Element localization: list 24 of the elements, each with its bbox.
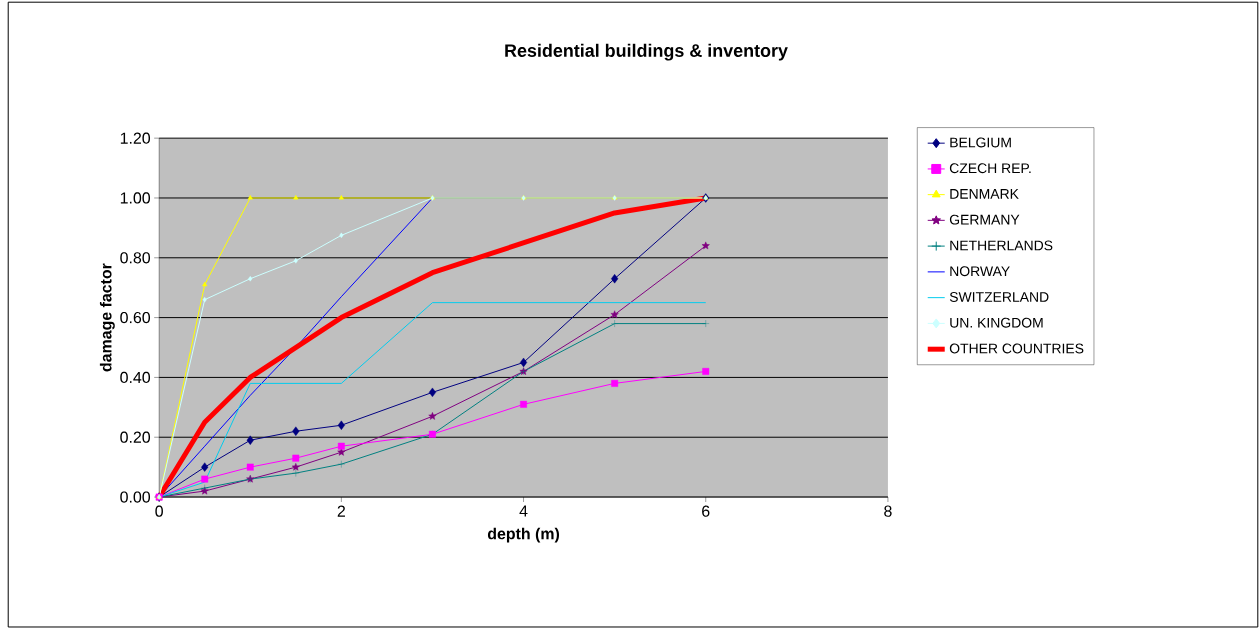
- legend-label: DENMARK: [950, 189, 1019, 199]
- x-tick-label: 6: [702, 505, 710, 517]
- legend-label: UN. KINGDOM: [950, 317, 1043, 328]
- legend-label: CZECH REP.: [949, 163, 1031, 174]
- y-tick-label: 0.00: [120, 491, 151, 503]
- x-tick-label: 0: [155, 505, 163, 517]
- y-axis-title: damage factor: [99, 263, 115, 372]
- x-axis-title: depth (m): [487, 527, 560, 543]
- y-tick-label: 0.20: [120, 431, 151, 443]
- x-tick-label: 2: [337, 505, 345, 517]
- y-tick-label: 0.80: [120, 252, 151, 264]
- legend-label: OTHER COUNTRIES: [949, 343, 1084, 354]
- y-tick-label: 1.20: [120, 132, 151, 144]
- y-tick-label: 1.00: [120, 192, 151, 204]
- legend-label: NORWAY: [950, 266, 1010, 277]
- legend-label: NETHERLANDS: [950, 240, 1053, 251]
- x-tick-label: 4: [519, 505, 528, 517]
- y-tick-label: 0.40: [120, 371, 151, 383]
- legend-label: BELGIUM: [950, 137, 1011, 148]
- y-tick-label: 0.60: [120, 311, 151, 324]
- legend-label: SWITZERLAND: [949, 291, 1049, 302]
- chart-title: Residential buildings & inventory: [505, 43, 788, 61]
- x-tick-label: 8: [884, 505, 892, 517]
- legend-label: GERMANY: [949, 214, 1020, 225]
